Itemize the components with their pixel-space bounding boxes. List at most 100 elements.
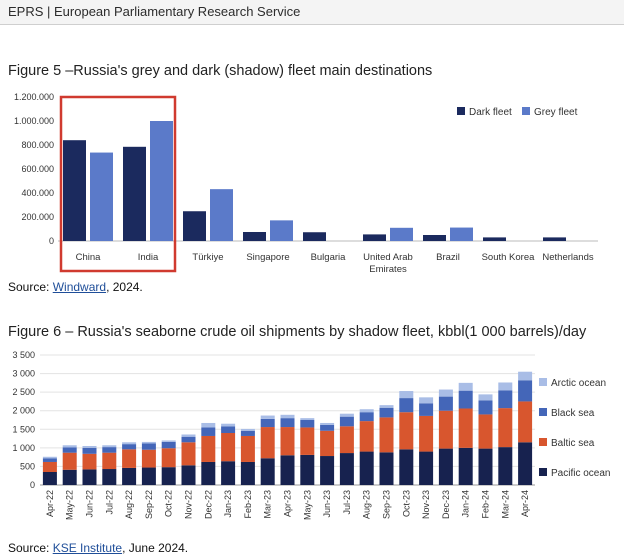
x-tick-sep-23: Sep-23	[382, 490, 392, 519]
figure6-source: Source: KSE Institute, June 2024.	[8, 541, 188, 555]
windward-link[interactable]: Windward	[52, 280, 107, 294]
bar-baltic-sea-apr-23	[280, 427, 295, 456]
x-tick-oct-23: Oct-23	[401, 490, 411, 517]
bar-black-sea-sep-22	[141, 443, 156, 450]
x-tick-jul-22: Jul-22	[104, 490, 114, 515]
x-tick-feb-24: Feb-24	[481, 490, 491, 519]
bar-arctic-ocean-nov-23	[419, 397, 434, 404]
bar-baltic-sea-oct-23	[399, 412, 414, 450]
bar-arctic-ocean-jun-23	[320, 422, 335, 425]
bar-black-sea-apr-22	[42, 458, 57, 462]
bar-pacific-ocean-jan-24	[458, 447, 473, 485]
y-tick-1: 500	[20, 461, 35, 471]
bar-pacific-ocean-aug-23	[359, 451, 374, 485]
bar-pacific-ocean-oct-22	[161, 467, 176, 485]
bar-black-sea-apr-24	[518, 380, 533, 402]
bar-black-sea-apr-23	[280, 418, 295, 428]
bar-pacific-ocean-may-23	[300, 454, 315, 485]
x-tick-apr-22: Apr-22	[45, 490, 55, 517]
bar-black-sea-jun-22	[82, 447, 97, 454]
bar-black-sea-mar-23	[260, 418, 275, 428]
legend-label-pacific-ocean: Pacific ocean	[551, 468, 610, 479]
legend-swatch-arctic-ocean	[539, 378, 547, 386]
x-tick-jan-23: Jan-23	[223, 490, 233, 518]
bar-pacific-ocean-jun-22	[82, 469, 97, 485]
bar-baltic-sea-jan-24	[458, 408, 473, 448]
bar-black-sea-aug-22	[122, 444, 137, 450]
bar-dark-fleet-india	[123, 146, 146, 241]
bar-arctic-ocean-nov-22	[181, 434, 196, 437]
bar-black-sea-may-23	[300, 420, 315, 428]
category-label-t-rkiye: Türkiye	[192, 252, 223, 263]
y-tick-5: 1.000.000	[14, 116, 54, 126]
legend-swatch-dark-fleet	[457, 107, 465, 115]
bar-baltic-sea-sep-22	[141, 449, 156, 468]
bar-pacific-ocean-nov-22	[181, 465, 196, 485]
bar-black-sea-jul-23	[339, 416, 354, 427]
bar-pacific-ocean-jan-23	[221, 461, 236, 485]
y-tick-3: 600.000	[21, 164, 54, 174]
bar-pacific-ocean-aug-22	[122, 467, 137, 485]
y-tick-0: 0	[49, 236, 54, 246]
category-label-india: India	[138, 252, 159, 263]
bar-arctic-ocean-jul-22	[102, 445, 117, 448]
category-label-united-arab-emirates: United Arab Emirates	[363, 252, 413, 275]
x-tick-dec-22: Dec-22	[203, 490, 213, 519]
category-label-bulgaria: Bulgaria	[311, 252, 347, 263]
bar-dark-fleet-brazil	[423, 235, 446, 241]
bar-black-sea-jul-22	[102, 447, 117, 453]
bar-black-sea-aug-23	[359, 412, 374, 422]
figure5-source: Source: Windward, 2024.	[8, 280, 143, 294]
legend-label-grey-fleet: Grey fleet	[534, 107, 578, 118]
bar-pacific-ocean-may-22	[62, 469, 77, 485]
bar-dark-fleet-china	[63, 140, 86, 241]
bar-baltic-sea-dec-22	[201, 435, 216, 462]
bar-grey-fleet-china	[90, 152, 113, 241]
x-tick-aug-22: Aug-22	[124, 490, 134, 519]
x-tick-nov-23: Nov-23	[421, 490, 431, 519]
bar-baltic-sea-mar-23	[260, 427, 275, 459]
x-tick-oct-22: Oct-22	[164, 490, 174, 517]
bar-baltic-sea-dec-23	[438, 410, 453, 449]
bar-baltic-sea-jul-23	[339, 426, 354, 454]
kse-institute-link[interactable]: KSE Institute	[52, 541, 123, 555]
legend-label-baltic-sea: Baltic sea	[551, 438, 595, 449]
bar-black-sea-feb-24	[478, 400, 493, 415]
bar-black-sea-feb-23	[240, 430, 255, 436]
bar-grey-fleet-brazil	[450, 227, 473, 241]
legend-swatch-pacific-ocean	[539, 468, 547, 476]
bar-arctic-ocean-jul-23	[339, 413, 354, 417]
bar-arctic-ocean-sep-22	[141, 441, 156, 444]
eprs-header-text: EPRS | European Parliamentary Research S…	[8, 4, 301, 19]
bar-baltic-sea-may-23	[300, 427, 315, 455]
figure5-title: Figure 5 –Russia's grey and dark (shadow…	[8, 63, 433, 79]
x-tick-jan-24: Jan-24	[461, 490, 471, 518]
bar-pacific-ocean-jul-23	[339, 453, 354, 485]
bar-arctic-ocean-may-22	[62, 445, 77, 448]
bar-baltic-sea-aug-22	[122, 449, 137, 468]
bar-pacific-ocean-mar-23	[260, 458, 275, 485]
x-tick-mar-23: Mar-23	[263, 490, 273, 519]
category-label-brazil: Brazil	[436, 252, 460, 263]
category-label-singapore: Singapore	[246, 252, 289, 263]
x-tick-apr-23: Apr-23	[283, 490, 293, 517]
bar-arctic-ocean-oct-23	[399, 391, 414, 399]
bar-baltic-sea-may-22	[62, 452, 77, 470]
x-tick-sep-22: Sep-22	[144, 490, 154, 519]
bar-black-sea-mar-24	[498, 390, 513, 409]
bar-arctic-ocean-may-23	[300, 418, 315, 420]
x-tick-dec-23: Dec-23	[441, 490, 451, 519]
y-tick-4: 800.000	[21, 140, 54, 150]
y-tick-5: 2 500	[12, 387, 35, 397]
y-tick-6: 1.200.000	[14, 92, 54, 102]
bar-pacific-ocean-sep-22	[141, 467, 156, 485]
legend-swatch-black-sea	[539, 408, 547, 416]
bar-arctic-ocean-jan-24	[458, 382, 473, 391]
legend-swatch-baltic-sea	[539, 438, 547, 446]
bar-arctic-ocean-aug-22	[122, 442, 137, 445]
bar-pacific-ocean-sep-23	[379, 452, 394, 485]
bar-arctic-ocean-jan-23	[221, 423, 236, 427]
highlight-box-china-india	[59, 95, 177, 273]
bar-pacific-ocean-apr-23	[280, 455, 295, 485]
bar-dark-fleet-south-korea	[483, 237, 506, 241]
